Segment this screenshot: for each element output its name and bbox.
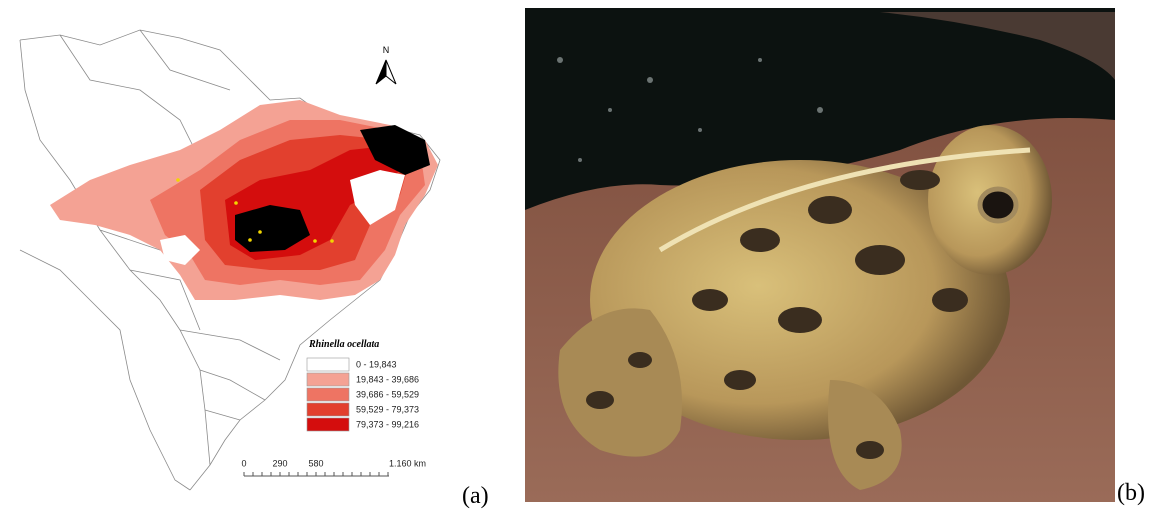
panel-label: (a) (462, 483, 489, 509)
legend-label: 39,686 - 59,529 (356, 389, 419, 399)
photo (525, 8, 1115, 502)
legend-swatch (307, 373, 349, 386)
scale-bar: 0 290 580 1.160 km (241, 458, 426, 476)
scale-label: 1.160 km (389, 458, 426, 468)
scale-label: 0 (241, 458, 246, 468)
north-arrow (376, 60, 386, 84)
legend: 0 - 19,843 19,843 - 39,686 39,686 - 59,529… (307, 358, 419, 431)
legend-swatch (307, 358, 349, 371)
legend-swatch (307, 403, 349, 416)
map: N Rhinella ocellata 0 - 19,843 19,843 - 3… (20, 30, 440, 490)
legend-label: 79,373 - 99,216 (356, 419, 419, 429)
scale-label: 580 (308, 458, 323, 468)
north-arrow (386, 60, 396, 84)
legend-swatch (307, 418, 349, 431)
figure: N Rhinella ocellata 0 - 19,843 19,843 - 3… (0, 0, 1159, 512)
legend-label: 0 - 19,843 (356, 359, 397, 369)
legend-label: 59,529 - 79,373 (356, 404, 419, 414)
panel-label: (b) (1117, 480, 1145, 506)
legend-title: Rhinella ocellata (308, 339, 379, 350)
scale-label: 290 (272, 458, 287, 468)
north-label: N (383, 45, 390, 55)
legend-label: 19,843 - 39,686 (356, 374, 419, 384)
legend-swatch (307, 388, 349, 401)
